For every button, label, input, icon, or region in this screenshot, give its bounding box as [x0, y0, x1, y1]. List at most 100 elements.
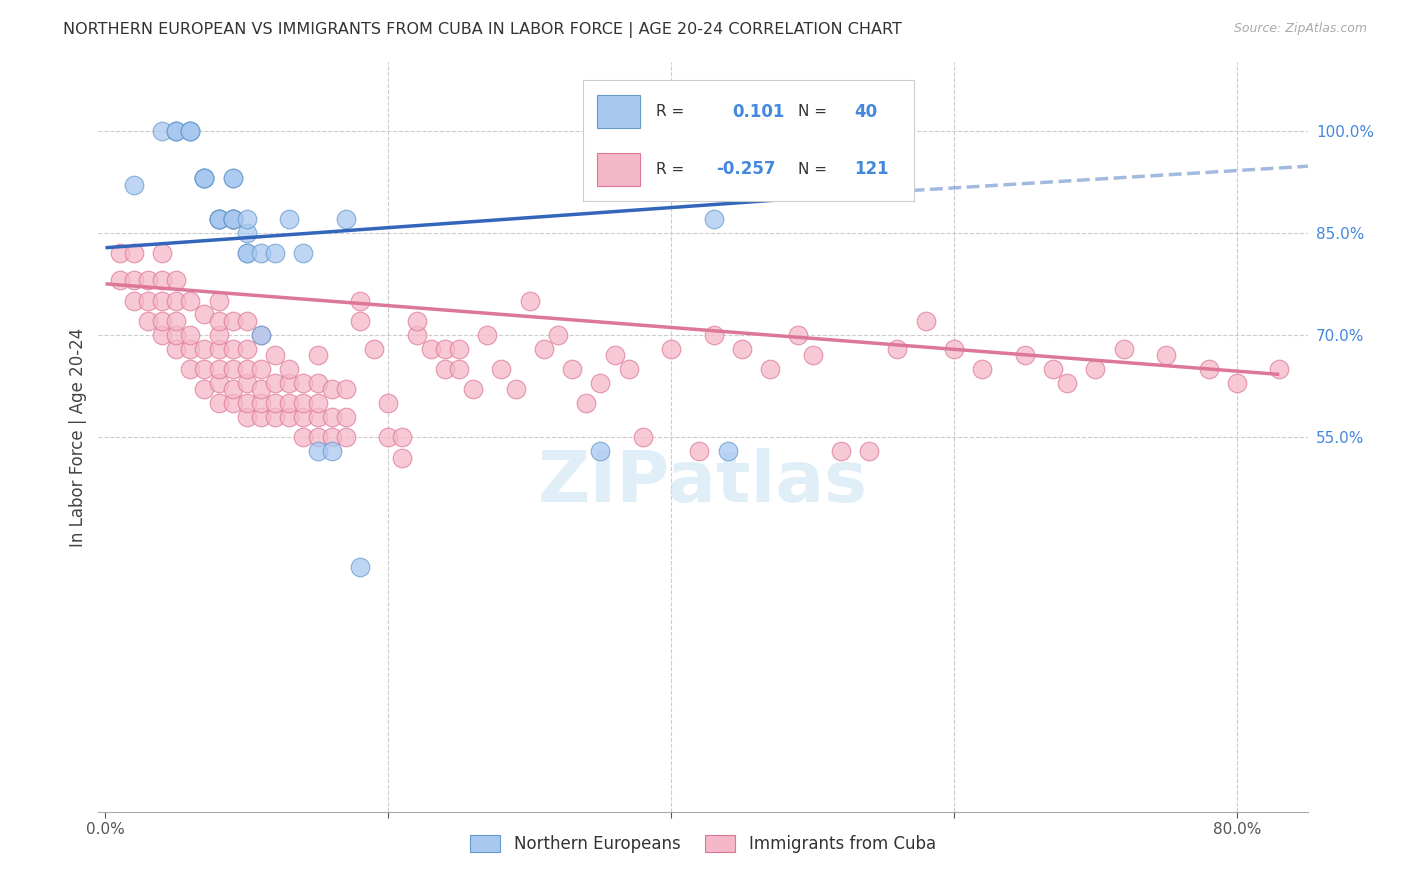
Point — [179, 342, 201, 356]
Point — [250, 396, 273, 410]
Point — [150, 123, 173, 137]
Point — [250, 383, 273, 397]
Point — [377, 430, 399, 444]
Point — [136, 314, 159, 328]
Point — [447, 342, 470, 356]
Point — [207, 212, 229, 227]
Point — [349, 559, 371, 574]
Y-axis label: In Labor Force | Age 20-24: In Labor Force | Age 20-24 — [69, 327, 87, 547]
Point — [391, 430, 413, 444]
Text: R =: R = — [657, 104, 685, 120]
Point — [207, 212, 229, 227]
Text: N =: N = — [799, 161, 827, 177]
Point — [1198, 362, 1220, 376]
Point — [292, 430, 315, 444]
Point — [914, 314, 936, 328]
Point — [659, 342, 682, 356]
Point — [150, 273, 173, 287]
Point — [150, 314, 173, 328]
Point — [688, 443, 710, 458]
Point — [122, 293, 145, 308]
Point — [307, 430, 329, 444]
Point — [222, 212, 245, 227]
Point — [207, 376, 229, 390]
Point — [222, 212, 245, 227]
Point — [207, 362, 229, 376]
Text: Source: ZipAtlas.com: Source: ZipAtlas.com — [1233, 22, 1367, 36]
Bar — [596, 95, 640, 128]
Point — [207, 212, 229, 227]
Point — [717, 443, 740, 458]
Point — [193, 171, 215, 186]
Point — [165, 342, 187, 356]
Point — [1112, 342, 1135, 356]
Point — [943, 342, 966, 356]
Point — [165, 123, 187, 137]
Point — [222, 171, 245, 186]
Point — [321, 443, 343, 458]
Point — [335, 409, 357, 424]
Point — [165, 293, 187, 308]
Point — [122, 273, 145, 287]
Point — [505, 383, 527, 397]
Point — [108, 273, 131, 287]
Point — [321, 383, 343, 397]
Point — [165, 123, 187, 137]
Point — [264, 409, 287, 424]
Point — [193, 171, 215, 186]
Point — [222, 342, 245, 356]
Point — [278, 396, 301, 410]
Point — [193, 171, 215, 186]
Point — [1154, 348, 1177, 362]
Point — [236, 409, 259, 424]
Point — [1226, 376, 1249, 390]
Point — [292, 396, 315, 410]
Point — [136, 293, 159, 308]
Point — [236, 246, 259, 260]
Point — [108, 246, 131, 260]
Point — [321, 409, 343, 424]
Point — [307, 409, 329, 424]
Point — [349, 293, 371, 308]
Point — [179, 123, 201, 137]
Point — [179, 123, 201, 137]
Point — [787, 327, 810, 342]
Text: N =: N = — [799, 104, 827, 120]
Point — [264, 396, 287, 410]
Point — [278, 212, 301, 227]
Point — [179, 362, 201, 376]
Point — [193, 342, 215, 356]
Point — [463, 383, 485, 397]
Point — [222, 362, 245, 376]
Point — [405, 327, 427, 342]
Point — [335, 430, 357, 444]
Point — [222, 383, 245, 397]
Point — [447, 362, 470, 376]
Point — [292, 246, 315, 260]
Point — [292, 409, 315, 424]
Point — [207, 314, 229, 328]
Text: NORTHERN EUROPEAN VS IMMIGRANTS FROM CUBA IN LABOR FORCE | AGE 20-24 CORRELATION: NORTHERN EUROPEAN VS IMMIGRANTS FROM CUB… — [63, 22, 903, 38]
Point — [250, 409, 273, 424]
Point — [193, 362, 215, 376]
Point — [321, 430, 343, 444]
Point — [264, 348, 287, 362]
Point — [193, 383, 215, 397]
Point — [165, 314, 187, 328]
Point — [433, 362, 456, 376]
Point — [1084, 362, 1107, 376]
Point — [122, 246, 145, 260]
Point — [547, 327, 569, 342]
Point — [207, 327, 229, 342]
Point — [179, 293, 201, 308]
Point — [278, 376, 301, 390]
Point — [589, 376, 612, 390]
Point — [972, 362, 994, 376]
Point — [631, 430, 654, 444]
Point — [1268, 362, 1291, 376]
Point — [193, 171, 215, 186]
Point — [136, 273, 159, 287]
Point — [165, 123, 187, 137]
Bar — [596, 153, 640, 186]
Point — [533, 342, 555, 356]
